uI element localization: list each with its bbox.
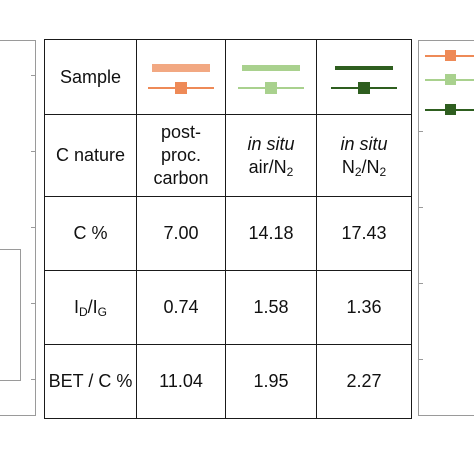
table-row: C % 7.00 14.18 17.43	[44, 196, 412, 271]
light-green-square-marker-icon	[265, 82, 277, 94]
cell-text: /N	[361, 156, 380, 177]
axis-tick	[31, 227, 36, 228]
carbon-properties-table: Sample C nature post-	[44, 39, 412, 419]
axis-tick	[418, 207, 423, 208]
orange-legend-line-icon	[425, 50, 474, 61]
row-header-c-percent: C %	[44, 196, 137, 271]
right-plot-panel	[418, 40, 474, 416]
dark-green-square-marker-icon	[445, 104, 456, 115]
id-ig-value: 1.36	[316, 270, 412, 345]
dark-green-legend-line-icon	[425, 104, 474, 115]
c-nature-in-situ-n2: in situ N2/N2	[316, 114, 412, 197]
subscript: D	[78, 305, 88, 319]
cell-text: /I	[87, 297, 98, 317]
subscript: 2	[379, 164, 387, 179]
cell-line: proc.	[160, 145, 202, 165]
bet-value: 2.27	[316, 344, 412, 419]
c-percent-value: 17.43	[316, 196, 412, 271]
c-nature-in-situ-air: in situ air/N2	[225, 114, 317, 197]
axis-tick	[418, 131, 423, 132]
cell-line: carbon	[153, 168, 209, 188]
id-ig-value: 0.74	[136, 270, 226, 345]
orange-band-icon	[152, 64, 210, 72]
left-plot-inset-box	[0, 249, 21, 381]
orange-legend-swatch	[136, 39, 226, 115]
cell-text: N	[341, 156, 355, 177]
cell-text: I	[73, 297, 79, 317]
light-green-band-icon	[242, 65, 300, 71]
axis-tick	[31, 303, 36, 304]
row-header-c-nature: C nature	[44, 114, 137, 197]
id-ig-value: 1.58	[225, 270, 317, 345]
orange-square-marker-icon	[445, 50, 456, 61]
subscript: G	[97, 305, 108, 319]
c-percent-value: 7.00	[136, 196, 226, 271]
row-header-sample: Sample	[44, 39, 137, 115]
cell-line: post-	[160, 122, 202, 142]
cell-text: air/N	[248, 156, 287, 177]
dark-green-legend-swatch	[316, 39, 412, 115]
bet-value: 11.04	[136, 344, 226, 419]
axis-tick	[31, 151, 36, 152]
row-header-id-ig: ID/IG	[44, 270, 137, 345]
orange-square-marker-icon	[175, 82, 187, 94]
c-percent-value: 14.18	[225, 196, 317, 271]
cell-line-italic: in situ	[247, 133, 295, 154]
table-row: BET / C % 11.04 1.95 2.27	[44, 344, 412, 419]
left-plot-panel	[0, 40, 36, 416]
subscript: 2	[286, 164, 294, 179]
light-green-square-marker-icon	[445, 74, 456, 85]
table-row: Sample	[44, 39, 412, 115]
axis-tick	[418, 359, 423, 360]
dark-green-band-icon	[335, 66, 393, 70]
light-green-legend-swatch	[225, 39, 317, 115]
dark-green-square-marker-icon	[358, 82, 370, 94]
table-row: C nature post- proc. carbon in situ air/…	[44, 114, 412, 197]
axis-tick	[31, 75, 36, 76]
bet-value: 1.95	[225, 344, 317, 419]
light-green-legend-line-icon	[425, 74, 474, 85]
row-header-bet: BET / C %	[44, 344, 137, 419]
table-row: ID/IG 0.74 1.58 1.36	[44, 270, 412, 345]
axis-tick	[31, 379, 36, 380]
c-nature-post-proc: post- proc. carbon	[136, 114, 226, 197]
axis-tick	[418, 283, 423, 284]
subscript: 2	[354, 164, 362, 179]
cell-line-italic: in situ	[340, 133, 388, 154]
